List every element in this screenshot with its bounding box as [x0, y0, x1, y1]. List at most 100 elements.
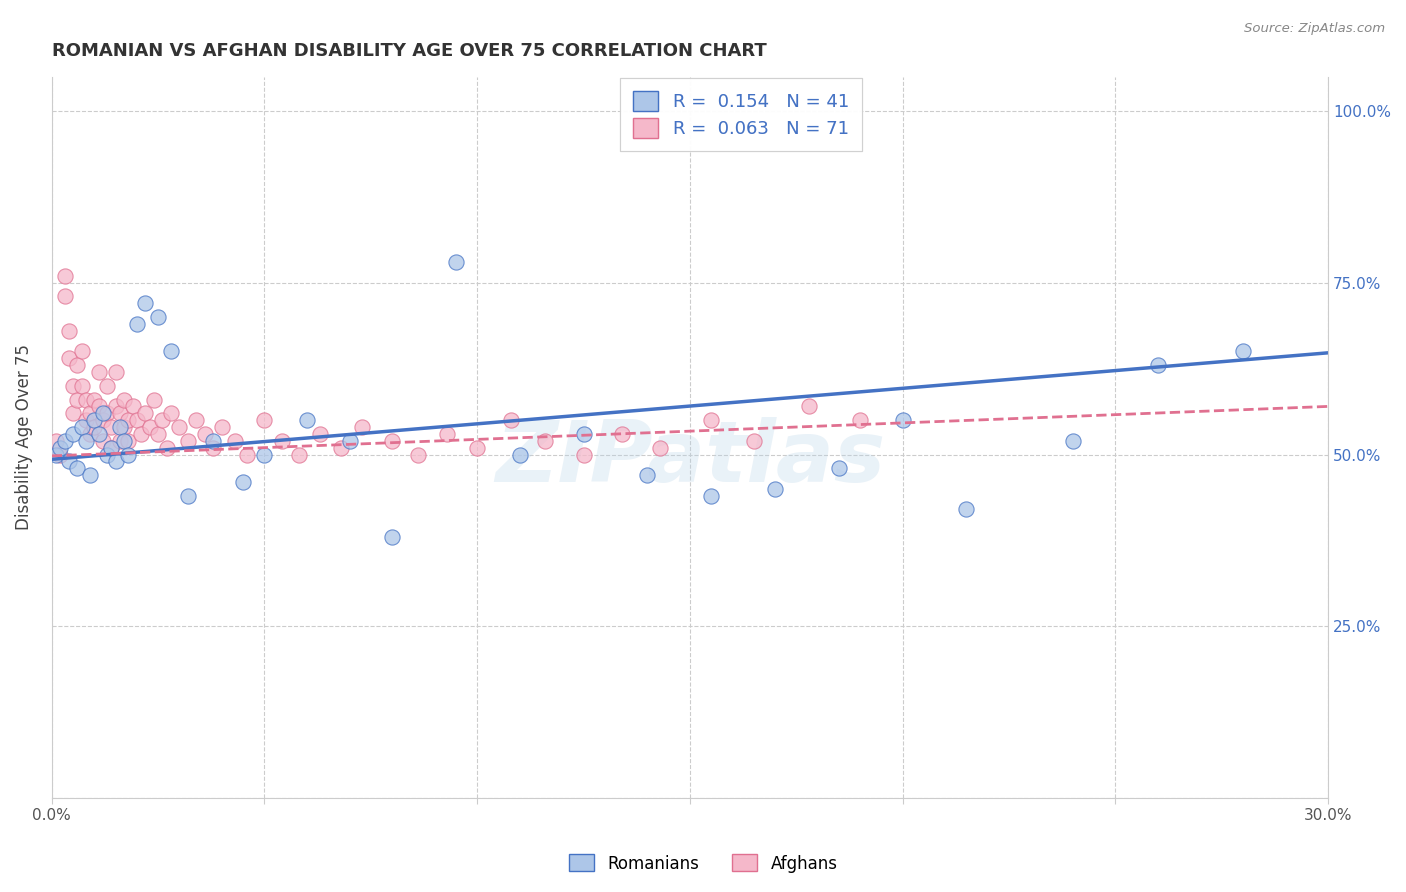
Point [330, 441, 353, 455]
Point [121, 400, 143, 414]
Point [100, 420, 122, 434]
Point [104, 365, 127, 379]
Point [1062, 434, 1084, 448]
Point [91, 413, 114, 427]
Point [177, 434, 200, 448]
Point [287, 448, 309, 462]
Point [849, 413, 872, 427]
Point [202, 441, 225, 455]
Point [66, 461, 89, 475]
Point [1147, 358, 1170, 372]
Point [160, 344, 183, 359]
Point [125, 413, 148, 427]
Point [112, 420, 135, 434]
Point [253, 413, 276, 427]
Point [186, 413, 208, 427]
Point [177, 489, 200, 503]
Point [763, 482, 786, 496]
Point [91, 434, 114, 448]
Point [138, 420, 160, 434]
Legend: R =  0.154   N = 41, R =  0.063   N = 71: R = 0.154 N = 41, R = 0.063 N = 71 [620, 78, 862, 151]
Text: ZIPatlas: ZIPatlas [495, 417, 884, 500]
Point [650, 441, 672, 455]
Point [501, 413, 523, 427]
Point [955, 502, 977, 516]
Point [534, 434, 557, 448]
Point [58, 324, 80, 338]
Point [236, 448, 259, 462]
Point [79, 406, 101, 420]
Point [156, 441, 179, 455]
Point [100, 441, 122, 455]
Point [45, 434, 67, 448]
Point [112, 392, 135, 407]
Point [134, 406, 156, 420]
Text: ROMANIAN VS AFGHAN DISABILITY AGE OVER 75 CORRELATION CHART: ROMANIAN VS AFGHAN DISABILITY AGE OVER 7… [52, 42, 766, 60]
Point [253, 448, 276, 462]
Point [232, 475, 254, 489]
Point [308, 426, 330, 441]
Point [79, 426, 101, 441]
Point [75, 434, 97, 448]
Point [150, 413, 173, 427]
Point [83, 420, 105, 434]
Point [169, 420, 191, 434]
Point [70, 379, 93, 393]
Point [142, 392, 165, 407]
Point [62, 379, 84, 393]
Point [62, 406, 84, 420]
Point [1232, 344, 1254, 359]
Point [295, 413, 318, 427]
Point [53, 289, 76, 303]
Point [160, 406, 183, 420]
Point [129, 426, 152, 441]
Point [100, 441, 122, 455]
Point [53, 268, 76, 283]
Point [465, 441, 488, 455]
Point [891, 413, 914, 427]
Point [53, 434, 76, 448]
Point [211, 420, 233, 434]
Point [87, 400, 110, 414]
Point [742, 434, 765, 448]
Point [444, 255, 467, 269]
Point [134, 296, 156, 310]
Point [75, 392, 97, 407]
Point [49, 441, 72, 455]
Point [352, 420, 374, 434]
Point [70, 420, 93, 434]
Point [117, 448, 139, 462]
Point [62, 426, 84, 441]
Point [636, 468, 658, 483]
Point [112, 434, 135, 448]
Point [104, 454, 127, 468]
Point [108, 434, 131, 448]
Point [83, 392, 105, 407]
Point [87, 365, 110, 379]
Point [194, 426, 217, 441]
Point [96, 406, 118, 420]
Point [70, 344, 93, 359]
Point [125, 317, 148, 331]
Y-axis label: Disability Age Over 75: Disability Age Over 75 [15, 344, 32, 531]
Point [381, 530, 404, 544]
Point [700, 489, 723, 503]
Point [91, 406, 114, 420]
Point [108, 406, 131, 420]
Point [49, 448, 72, 462]
Point [146, 426, 169, 441]
Point [610, 426, 633, 441]
Text: Source: ZipAtlas.com: Source: ZipAtlas.com [1244, 22, 1385, 36]
Point [66, 392, 89, 407]
Point [75, 413, 97, 427]
Point [108, 420, 131, 434]
Point [270, 434, 292, 448]
Legend: Romanians, Afghans: Romanians, Afghans [562, 847, 844, 880]
Point [117, 413, 139, 427]
Point [45, 448, 67, 462]
Point [104, 400, 127, 414]
Point [572, 426, 595, 441]
Point [797, 400, 820, 414]
Point [700, 413, 723, 427]
Point [83, 413, 105, 427]
